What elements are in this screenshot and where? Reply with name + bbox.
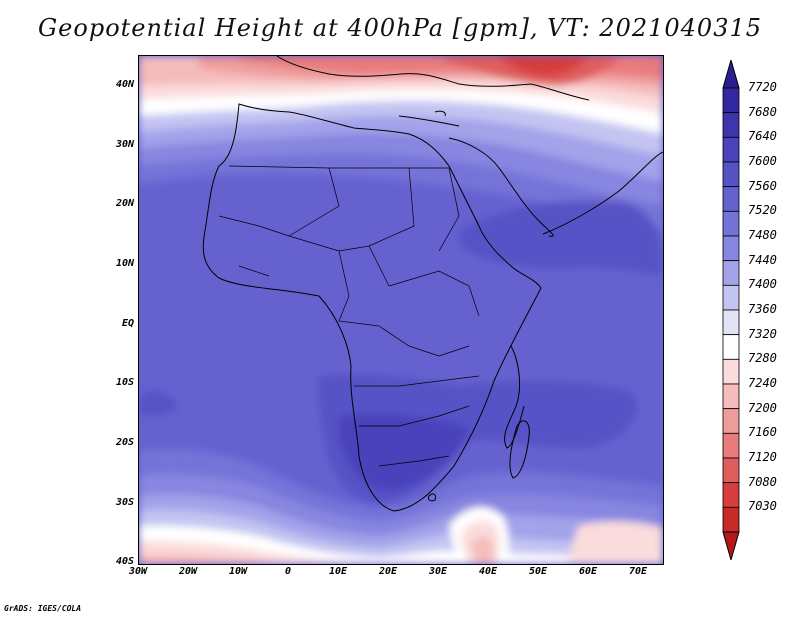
lon-label-0: 0: [284, 566, 292, 577]
colorbar-label: 7080: [748, 474, 777, 489]
colorbar-label: 7440: [748, 252, 777, 267]
colorbar-label: 7160: [748, 425, 777, 440]
colorbar-label: 7600: [748, 154, 777, 168]
lat-label-eq: EQ: [121, 318, 134, 329]
colorbar-label: 7320: [748, 326, 777, 341]
lon-label-20e: 20E: [378, 566, 398, 577]
colorbar-swatch: [722, 432, 740, 459]
lon-label-60e: 60E: [578, 566, 598, 577]
colorbar-label: 7280: [748, 351, 777, 366]
lon-label-40e: 40E: [478, 566, 498, 577]
colorbar-label: 7560: [748, 178, 777, 193]
lon-label-20w: 20W: [178, 566, 198, 577]
lat-label-30s: 30S: [115, 497, 134, 508]
colorbar-swatch: [722, 161, 740, 188]
lon-label-70e: 70E: [628, 566, 648, 577]
colorbar-label: 7120: [748, 450, 777, 464]
colorbar-label: 7360: [748, 302, 777, 316]
colorbar-label: 7720: [748, 80, 777, 94]
northern-gradient: [139, 56, 663, 231]
colorbar-swatch: [722, 284, 740, 311]
lat-label-30n: 30N: [115, 139, 134, 150]
colorbar-swatch: [722, 87, 740, 114]
colorbar-swatch: [722, 506, 740, 533]
lon-label-30e: 30E: [428, 566, 448, 577]
colorbar-label: 7200: [748, 400, 777, 415]
colorbar-swatch: [722, 210, 740, 237]
map-panel: [138, 55, 664, 565]
colorbar-label: 7680: [748, 104, 777, 119]
colorbar-label: 7520: [748, 203, 777, 218]
lat-label-10n: 10N: [115, 258, 134, 269]
lon-label-10w: 10W: [228, 566, 248, 577]
colorbar: [722, 60, 740, 560]
colorbar-label: 7480: [748, 228, 777, 242]
colorbar-top-arrow: [722, 60, 740, 89]
lat-label-40s: 40S: [115, 556, 134, 567]
colorbar-label: 7400: [748, 277, 777, 292]
colorbar-bottom-arrow: [722, 531, 740, 560]
lon-label-50e: 50E: [528, 566, 548, 577]
colorbar-swatch: [722, 334, 740, 360]
colorbar-swatch: [722, 309, 740, 336]
colorbar-swatch: [722, 136, 740, 163]
colorbar-swatch: [722, 358, 740, 385]
colorbar-swatch: [722, 408, 740, 434]
colorbar-label: 7640: [748, 129, 777, 144]
colorbar-swatch: [722, 260, 740, 286]
colorbar-swatch: [722, 457, 740, 484]
southern-gradient: [139, 449, 663, 564]
colorbar-swatch: [722, 235, 740, 262]
country-borders: [218, 165, 480, 467]
lat-label-20n: 20N: [115, 198, 134, 209]
lat-label-20s: 20S: [115, 437, 134, 448]
height-field-map: [139, 56, 663, 564]
colorbar-swatch: [722, 383, 740, 410]
credit-label: GrADS: IGES/COLA: [4, 604, 82, 613]
lat-label-10s: 10S: [115, 377, 134, 388]
lon-label-30w: 30W: [128, 566, 148, 577]
lat-label-40n: 40N: [115, 79, 134, 90]
islands: [428, 110, 530, 502]
lon-label-10e: 10E: [328, 566, 348, 577]
tropical-maxima: [139, 201, 663, 504]
colorbar-swatch: [722, 112, 740, 138]
colorbar-swatch: [722, 186, 740, 212]
colorbar-label: 7030: [748, 499, 777, 514]
colorbar-label: 7240: [748, 376, 777, 390]
map-title: Geopotential Height at 400hPa [gpm], VT:…: [38, 14, 762, 42]
coastlines: [202, 56, 663, 512]
colorbar-swatch: [722, 482, 740, 508]
